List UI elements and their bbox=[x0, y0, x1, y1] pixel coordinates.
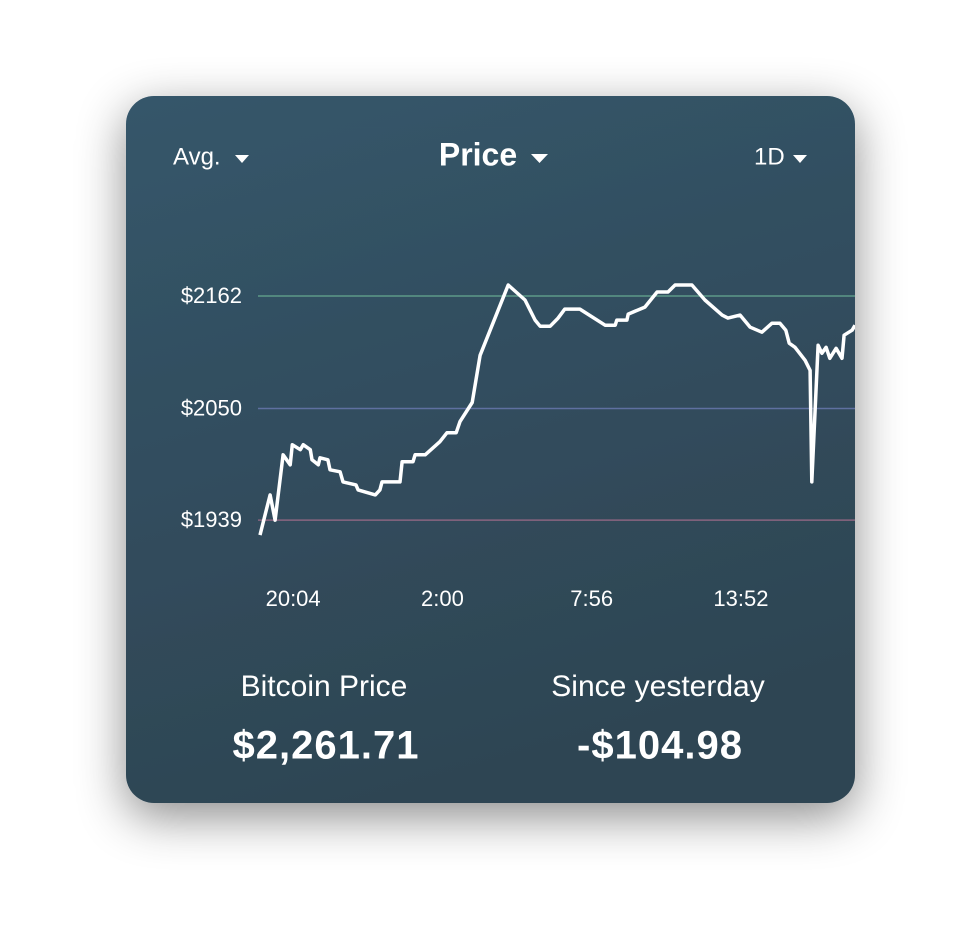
x-tick-label: 2:00 bbox=[421, 586, 464, 611]
caret bbox=[531, 154, 548, 163]
range-dropdown[interactable]: 1D bbox=[754, 143, 785, 170]
stat-label: Since yesterday bbox=[551, 670, 764, 703]
card bbox=[126, 96, 855, 803]
x-tick-label: 7:56 bbox=[570, 586, 613, 611]
y-tick-label: $2162 bbox=[181, 283, 242, 308]
stat-label: Bitcoin Price bbox=[241, 670, 408, 703]
plot bbox=[258, 283, 855, 536]
average-dropdown[interactable]: Avg. bbox=[173, 143, 221, 170]
x-tick-label: 20:04 bbox=[266, 586, 321, 611]
metric-dropdown[interactable]: Price bbox=[439, 136, 517, 172]
stat-value: -$104.98 bbox=[577, 724, 743, 768]
stat-value: $2,261.71 bbox=[233, 724, 420, 768]
y-tick-label: $1939 bbox=[181, 507, 242, 532]
price-line bbox=[258, 283, 855, 536]
caret bbox=[793, 155, 807, 163]
y-tick-label: $2050 bbox=[181, 395, 242, 420]
caret bbox=[235, 155, 249, 163]
x-tick-label: 13:52 bbox=[713, 586, 768, 611]
